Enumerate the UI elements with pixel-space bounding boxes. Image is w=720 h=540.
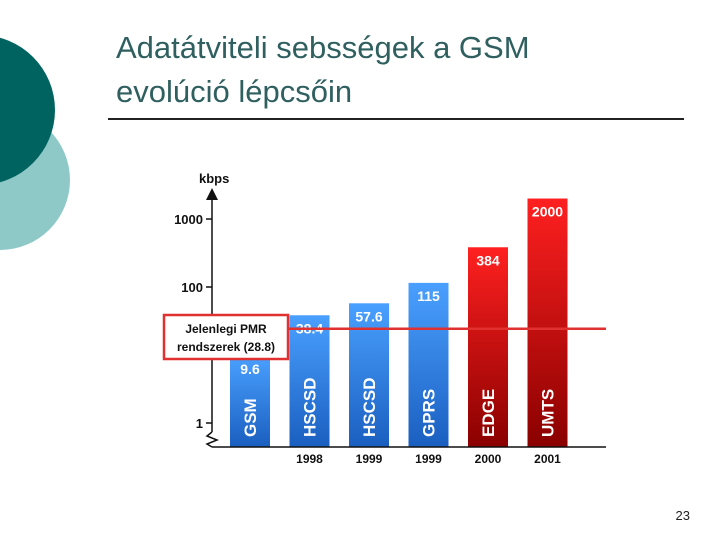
reference-label-box (162, 313, 290, 361)
bar (527, 198, 568, 447)
year-label: 1999 (356, 452, 383, 466)
slide-title: Adatátviteli sebsségek a GSM evolúció lé… (116, 26, 696, 114)
y-axis-arrow (206, 188, 218, 200)
year-label: 1999 (415, 452, 442, 466)
bar-value-label: 384 (476, 252, 500, 268)
year-label: 2001 (534, 452, 561, 466)
bar (230, 356, 270, 447)
bar-value-label: 57.6 (355, 308, 382, 324)
bar-value-label: 115 (417, 288, 440, 304)
y-tick-label: 100 (181, 280, 203, 295)
y-tick-label: 1 (196, 416, 203, 431)
y-axis-unit: kbps (199, 171, 229, 186)
slide-title-line1: Adatátviteli sebsségek a GSM (116, 30, 530, 65)
page-number: 23 (675, 508, 690, 523)
decorative-circles (0, 37, 70, 250)
bar (289, 315, 330, 447)
slide-title-line2: evolúció lépcsőin (116, 74, 353, 109)
bar-category-label: GPRS (420, 389, 439, 437)
bar (408, 282, 449, 447)
reference-label-line2: rendszerek (28.8) (177, 340, 275, 354)
y-axis-break (205, 431, 220, 448)
bar-value-label: 9.6 (240, 361, 260, 377)
teal-dark-circle (0, 37, 55, 183)
bar (468, 247, 508, 447)
y-tick-label: 1000 (174, 212, 203, 227)
year-label: 2000 (475, 452, 502, 466)
title-underline (108, 118, 684, 120)
bar-category-label: UMTS (539, 389, 558, 437)
bar-category-label: EDGE (479, 389, 498, 437)
bar-category-label: GSM (241, 398, 260, 437)
bar-value-label: 2000 (532, 204, 563, 220)
reference-label-line1: Jelenlegi PMR (185, 322, 267, 336)
year-label: 1998 (296, 452, 323, 466)
bar-category-label: HSCSD (301, 377, 320, 437)
bar-category-label: HSCSD (360, 377, 379, 437)
bar (349, 303, 389, 447)
